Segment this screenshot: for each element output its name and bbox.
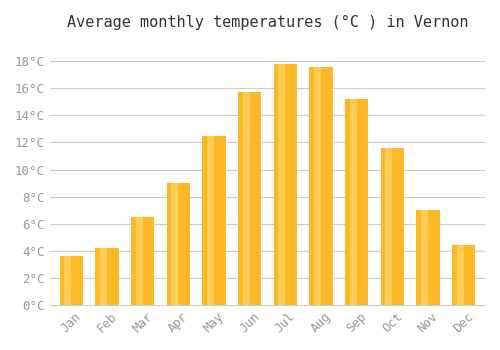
Bar (136, 217, 142, 305)
Bar (421, 210, 428, 305)
Bar (60, 256, 83, 305)
Bar (278, 64, 285, 305)
Bar (452, 245, 475, 305)
Bar (386, 148, 392, 305)
Bar (166, 183, 190, 305)
Bar (207, 136, 214, 305)
Bar (96, 248, 118, 305)
Bar (238, 92, 261, 305)
Bar (456, 245, 464, 305)
Bar (242, 92, 250, 305)
Bar (172, 183, 178, 305)
Bar (416, 210, 440, 305)
Bar (310, 66, 332, 305)
Bar (64, 256, 71, 305)
Bar (314, 66, 321, 305)
Title: Average monthly temperatures (°C ) in Vernon: Average monthly temperatures (°C ) in Ve… (66, 15, 468, 30)
Bar (350, 99, 356, 305)
Bar (100, 248, 107, 305)
Bar (131, 217, 154, 305)
Bar (380, 148, 404, 305)
Bar (345, 99, 368, 305)
Bar (274, 64, 297, 305)
Bar (202, 136, 226, 305)
